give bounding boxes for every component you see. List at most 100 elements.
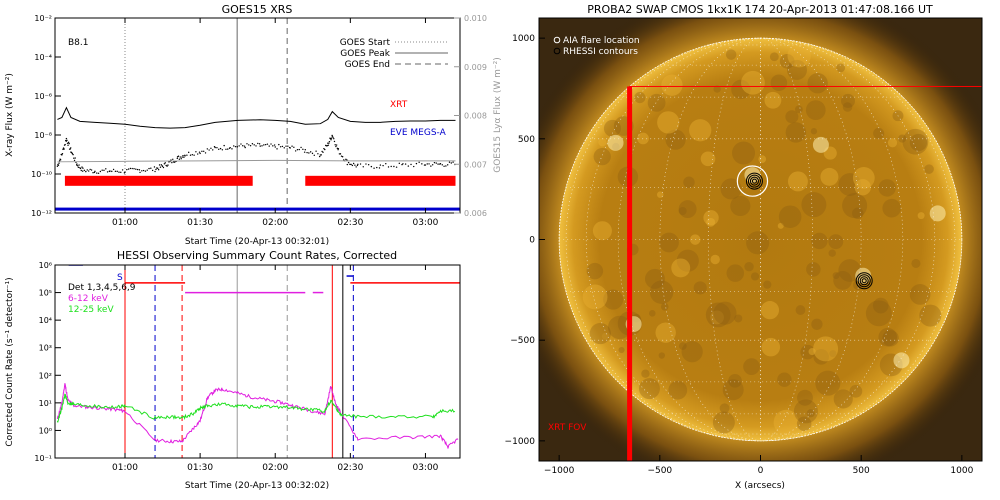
sun-texture-spot — [668, 380, 688, 400]
goes-short-point — [77, 166, 80, 169]
active-region — [893, 352, 910, 369]
hessi-legend-6-12: 6-12 keV — [68, 294, 109, 304]
swap-ytick-label: −1000 — [505, 437, 536, 447]
goes-short-point — [71, 152, 74, 155]
goes-short-point — [333, 140, 336, 143]
goes-short-point — [257, 142, 259, 145]
goes-short-point — [141, 170, 143, 172]
goes-short-point — [221, 149, 224, 151]
goes-short-point — [73, 157, 75, 159]
sun-texture-spot — [815, 370, 841, 396]
sun-texture-spot — [713, 301, 737, 325]
goes-axes: 01:00 01:30 02:00 02:30 03:00 10⁻¹² 10⁻¹⁰ 10⁻⁸ 1… — [31, 14, 487, 228]
goes-short-point — [197, 153, 199, 155]
sun-texture-spot — [833, 271, 853, 290]
goes-short-point — [82, 167, 84, 169]
goes-short-point — [172, 158, 174, 160]
sun-texture-spot — [710, 310, 724, 325]
goes-short-point — [251, 143, 254, 145]
sun-texture-spot — [638, 378, 660, 400]
goes-short-point — [236, 146, 239, 148]
goes-short-point — [273, 144, 276, 146]
hessi-ytick-label: 10⁴ — [39, 316, 52, 325]
goes-short-point — [335, 145, 337, 148]
goes-short-point — [343, 159, 345, 161]
goes-short-point — [402, 163, 404, 165]
sun-texture-spot — [725, 49, 737, 60]
hessi-ytick-label: 10⁵ — [39, 289, 52, 298]
sun-texture-spot — [797, 389, 813, 406]
goes-short-point — [186, 154, 188, 156]
goes-short-point — [323, 147, 325, 150]
rhessi-contour-ring — [747, 174, 761, 188]
goes-xlabel: Start Time (20-Apr-13 00:32:01) — [185, 237, 329, 247]
goes-short-point — [433, 161, 436, 164]
goes-series-lyman — [57, 159, 456, 163]
sun-texture-spot — [777, 372, 792, 387]
goes-short-point — [431, 164, 434, 166]
sun-texture-spot — [808, 348, 816, 356]
sun-texture-spot — [832, 272, 840, 280]
goes-xtick-label: 03:00 — [412, 218, 438, 228]
goes-short-point — [376, 166, 378, 169]
goes-short-point — [285, 145, 287, 147]
sun-texture-spot — [909, 284, 931, 305]
goes-short-point — [118, 171, 120, 173]
goes-short-point — [56, 165, 59, 167]
goes-short-point — [191, 154, 194, 156]
goes-short-point — [68, 142, 70, 145]
swap-panel: PROBA2 SWAP CMOS 1kx1K 174 20-Apr-2013 0… — [505, 3, 983, 491]
goes-short-point — [435, 162, 437, 164]
goes-short-point — [210, 147, 212, 150]
swap-xtick-label: 0 — [758, 466, 764, 476]
hessi-xtick-label: 02:30 — [337, 463, 363, 473]
goes-short-point — [82, 170, 84, 172]
goes-short-point — [357, 163, 359, 166]
goes-short-point — [315, 150, 317, 152]
goes-short-point — [253, 144, 255, 146]
hessi-xtick-label: 03:00 — [412, 463, 438, 473]
goes-short-point — [161, 165, 164, 168]
sun-texture-spot — [649, 310, 656, 317]
goes-short-point — [450, 162, 452, 164]
sun-texture-spot — [634, 92, 646, 104]
goes-short-point — [66, 139, 68, 142]
goes-short-point — [67, 141, 70, 144]
goes-xtick-label: 02:00 — [262, 218, 288, 228]
sun-texture-spot — [593, 147, 611, 166]
longitude-line — [760, 37, 813, 442]
goes-short-point — [73, 159, 76, 162]
goes-short-point — [328, 142, 330, 144]
goes-ytick-label: 10⁻⁸ — [34, 131, 52, 140]
sun-texture-spot — [842, 193, 868, 219]
sun-texture-spot — [795, 305, 806, 315]
sun-texture-spot — [710, 254, 720, 265]
goes-short-point — [385, 163, 387, 165]
goes-short-point — [120, 171, 122, 174]
goes-short-point — [79, 167, 82, 170]
goes-short-point — [86, 169, 88, 171]
sun-texture-spot — [679, 342, 687, 350]
goes-short-point — [135, 168, 137, 170]
goes-short-point — [330, 137, 333, 139]
goes-short-point — [126, 168, 128, 171]
goes-short-point — [443, 165, 445, 167]
goes-short-point — [65, 137, 68, 140]
goes-short-point — [415, 162, 418, 165]
rhessi-contour-ring — [861, 278, 867, 284]
goes-short-point — [61, 152, 64, 155]
sun-texture-spot — [589, 322, 611, 345]
active-region — [929, 205, 946, 222]
swap-ytick-label: 500 — [518, 135, 535, 145]
goes-short-point — [321, 150, 323, 153]
swap-xtick-label: 1000 — [950, 466, 973, 476]
sun-texture-spot — [807, 73, 828, 94]
goes-short-point — [346, 163, 349, 166]
goes-xtick-label: 01:30 — [187, 218, 213, 228]
goes-short-point — [103, 169, 105, 172]
sun-texture-spot — [769, 52, 779, 62]
sun-texture-spot — [656, 191, 664, 198]
sun-texture-spot — [676, 249, 699, 272]
legend-goes-end: GOES End — [345, 60, 390, 70]
goes-short-point — [367, 164, 370, 166]
